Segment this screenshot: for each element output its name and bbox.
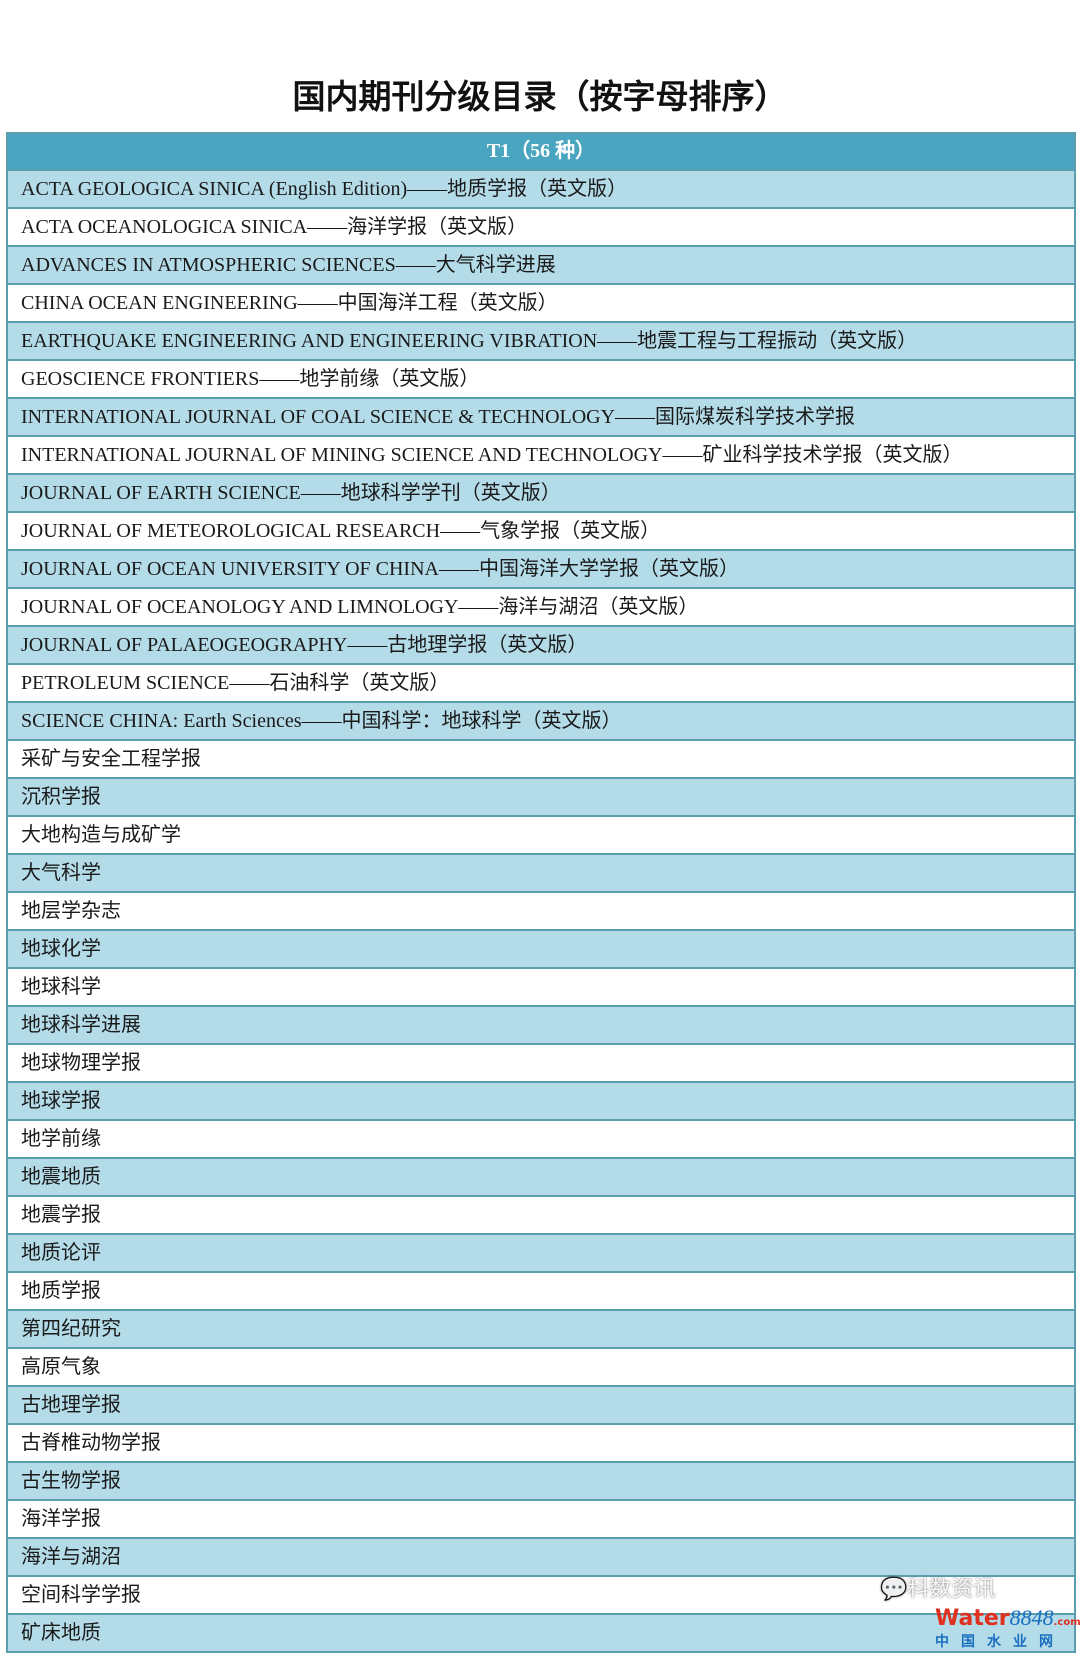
journal-table: T1（56 种） ACTA GEOLOGICA SINICA (English …: [6, 132, 1076, 1653]
wechat-icon: 💬: [880, 1577, 908, 1602]
table-row: JOURNAL OF OCEAN UNIVERSITY OF CHINA——中国…: [8, 551, 1074, 589]
table-row: 地质论评: [8, 1235, 1074, 1273]
table-row: 地震学报: [8, 1197, 1074, 1235]
table-row: ACTA OCEANOLOGICA SINICA——海洋学报（英文版）: [8, 209, 1074, 247]
table-row: 大气科学: [8, 855, 1074, 893]
table-row: 沉积学报: [8, 779, 1074, 817]
table-row: JOURNAL OF EARTH SCIENCE——地球科学学刊（英文版）: [8, 475, 1074, 513]
table-row: INTERNATIONAL JOURNAL OF COAL SCIENCE & …: [8, 399, 1074, 437]
table-row: 大地构造与成矿学: [8, 817, 1074, 855]
table-row: JOURNAL OF OCEANOLOGY AND LIMNOLOGY——海洋与…: [8, 589, 1074, 627]
table-row: 地球化学: [8, 931, 1074, 969]
page-title: 国内期刊分级目录（按字母排序）: [292, 77, 788, 116]
table-row: 采矿与安全工程学报: [8, 741, 1074, 779]
wechat-watermark: 💬科数资讯: [880, 1577, 996, 1602]
water8848-subtitle: 中国水业网: [935, 1634, 1065, 1650]
table-row: 地球学报: [8, 1083, 1074, 1121]
table-row: 地质学报: [8, 1273, 1074, 1311]
table-row: ADVANCES IN ATMOSPHERIC SCIENCES——大气科学进展: [8, 247, 1074, 285]
table-row: 地震地质: [8, 1159, 1074, 1197]
table-row: INTERNATIONAL JOURNAL OF MINING SCIENCE …: [8, 437, 1074, 475]
table-row: 古地理学报: [8, 1387, 1074, 1425]
water8848-logo: Water8848.com: [935, 1605, 1080, 1631]
table-row: 地球科学: [8, 969, 1074, 1007]
table-row: 矿床地质: [8, 1615, 1074, 1653]
watermark: 💬科数资讯 Water8848.com 中国水业网: [870, 1577, 1080, 1653]
table-row: 古生物学报: [8, 1463, 1074, 1501]
table-row: SCIENCE CHINA: Earth Sciences——中国科学：地球科学…: [8, 703, 1074, 741]
table-row: 高原气象: [8, 1349, 1074, 1387]
table-row: 第四纪研究: [8, 1311, 1074, 1349]
table-row: 地球科学进展: [8, 1007, 1074, 1045]
table-row: 古脊椎动物学报: [8, 1425, 1074, 1463]
table-row: 地学前缘: [8, 1121, 1074, 1159]
table-row: 海洋与湖沼: [8, 1539, 1074, 1577]
table-header-t1: T1（56 种）: [8, 134, 1074, 171]
table-body: ACTA GEOLOGICA SINICA (English Edition)—…: [8, 171, 1074, 1653]
table-row: GEOSCIENCE FRONTIERS——地学前缘（英文版）: [8, 361, 1074, 399]
table-row: 空间科学学报: [8, 1577, 1074, 1615]
table-row: 地球物理学报: [8, 1045, 1074, 1083]
table-row: PETROLEUM SCIENCE——石油科学（英文版）: [8, 665, 1074, 703]
table-row: JOURNAL OF METEOROLOGICAL RESEARCH——气象学报…: [8, 513, 1074, 551]
table-row: EARTHQUAKE ENGINEERING AND ENGINEERING V…: [8, 323, 1074, 361]
table-row: ACTA GEOLOGICA SINICA (English Edition)—…: [8, 171, 1074, 209]
table-row: 海洋学报: [8, 1501, 1074, 1539]
table-row: JOURNAL OF PALAEOGEOGRAPHY——古地理学报（英文版）: [8, 627, 1074, 665]
table-row: 地层学杂志: [8, 893, 1074, 931]
table-row: CHINA OCEAN ENGINEERING——中国海洋工程（英文版）: [8, 285, 1074, 323]
